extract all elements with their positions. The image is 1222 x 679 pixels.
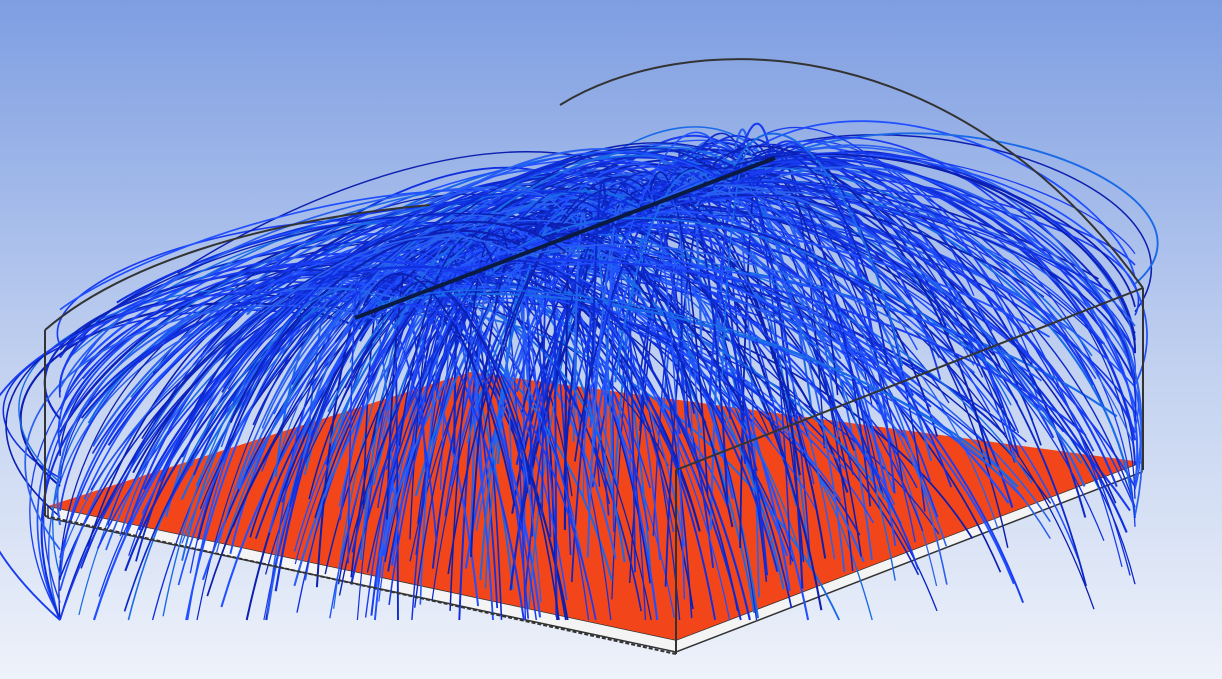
streamline <box>621 210 911 391</box>
streamline <box>56 287 405 526</box>
streamline <box>730 138 872 507</box>
streamline <box>327 146 739 413</box>
streamline <box>750 150 889 365</box>
edge <box>44 204 431 331</box>
streamline <box>483 260 739 612</box>
streamline <box>374 289 1003 478</box>
streamline <box>91 190 652 454</box>
streamline <box>769 136 1136 406</box>
streamline <box>338 190 568 507</box>
streamline <box>758 158 1033 365</box>
streamline <box>601 216 1095 610</box>
streamline <box>647 171 709 496</box>
streamline <box>509 180 690 591</box>
streamline <box>733 170 942 381</box>
streamline <box>488 262 1042 382</box>
streamline <box>162 288 390 617</box>
streamline <box>59 212 586 351</box>
streamline <box>518 247 1033 484</box>
streamline <box>733 132 904 367</box>
streamline <box>723 153 1136 308</box>
streamline <box>387 268 538 621</box>
streamline <box>591 180 607 383</box>
streamline <box>59 253 450 559</box>
streamline <box>492 243 976 374</box>
edge <box>675 287 1144 471</box>
streamline <box>712 145 992 467</box>
streamline <box>59 189 642 311</box>
streamline <box>754 151 1136 341</box>
streamline <box>573 212 587 386</box>
streamline <box>0 291 348 621</box>
streamline <box>91 182 647 447</box>
streamline <box>390 167 616 376</box>
streamline <box>82 199 603 380</box>
streamline <box>59 263 403 410</box>
streamline <box>193 285 452 476</box>
streamline <box>59 267 455 621</box>
streamline <box>756 140 1018 463</box>
streamline <box>105 235 512 551</box>
streamline <box>229 229 531 424</box>
streamline <box>510 240 920 570</box>
streamline <box>334 148 787 343</box>
streamline <box>515 159 739 465</box>
streamline <box>415 285 903 525</box>
streamline <box>721 150 755 377</box>
streamline <box>387 304 597 621</box>
streamline <box>722 151 1136 255</box>
streamline <box>592 191 953 488</box>
streamline <box>556 171 674 367</box>
streamline <box>718 158 1137 422</box>
streamline <box>611 209 1136 585</box>
streamline <box>513 223 734 528</box>
streamline <box>366 174 647 573</box>
streamline <box>551 227 558 617</box>
streamline <box>365 273 524 437</box>
streamline <box>347 280 362 564</box>
streamline <box>758 144 1143 516</box>
streamline <box>424 232 510 403</box>
streamline <box>132 221 566 474</box>
streamline <box>638 183 769 576</box>
streamline <box>664 195 1136 376</box>
streamline <box>377 232 531 509</box>
streamlines <box>0 120 1159 621</box>
streamline <box>567 207 948 547</box>
streamline <box>413 207 597 608</box>
streamline <box>600 139 764 343</box>
streamline <box>463 163 681 408</box>
streamline <box>535 199 696 414</box>
streamline <box>567 145 748 426</box>
streamline <box>703 176 1087 587</box>
streamline <box>516 217 1082 464</box>
streamline <box>141 150 714 515</box>
streamline <box>36 274 388 621</box>
domain-outline <box>44 58 1144 655</box>
edge <box>559 58 1144 289</box>
inlet-line <box>354 156 776 320</box>
streamline <box>583 131 726 440</box>
heated-floor <box>48 372 1142 640</box>
streamline <box>440 258 1087 437</box>
streamline <box>315 283 388 588</box>
streamline <box>58 259 477 393</box>
streamline <box>743 154 1148 386</box>
streamline <box>734 162 1136 527</box>
streamline <box>518 211 534 537</box>
streamline <box>751 120 1136 279</box>
streamline <box>771 166 1143 481</box>
streamline <box>604 196 623 474</box>
streamline <box>393 291 427 473</box>
streamline <box>699 185 1136 508</box>
streamline <box>749 134 1153 313</box>
streamline <box>401 280 560 621</box>
streamline <box>516 234 793 609</box>
streamline <box>362 272 516 507</box>
streamline <box>227 191 634 390</box>
